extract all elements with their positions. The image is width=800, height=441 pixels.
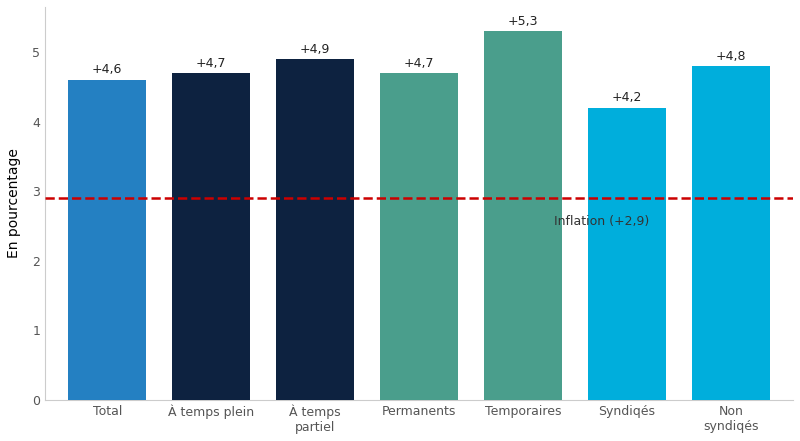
Bar [172, 73, 250, 400]
Text: +4,7: +4,7 [196, 56, 226, 70]
Y-axis label: En pourcentage: En pourcentage [7, 148, 21, 258]
Bar [276, 59, 354, 400]
Text: +5,3: +5,3 [508, 15, 538, 28]
Text: +4,9: +4,9 [300, 43, 330, 56]
Bar [588, 108, 666, 400]
Bar [484, 31, 562, 400]
Text: +4,6: +4,6 [92, 64, 122, 76]
Bar [692, 66, 770, 400]
Text: +4,7: +4,7 [404, 56, 434, 70]
Text: +4,8: +4,8 [715, 49, 746, 63]
Text: Inflation (+2,9): Inflation (+2,9) [554, 216, 650, 228]
Bar [68, 80, 146, 400]
Bar [380, 73, 458, 400]
Text: +4,2: +4,2 [612, 91, 642, 104]
